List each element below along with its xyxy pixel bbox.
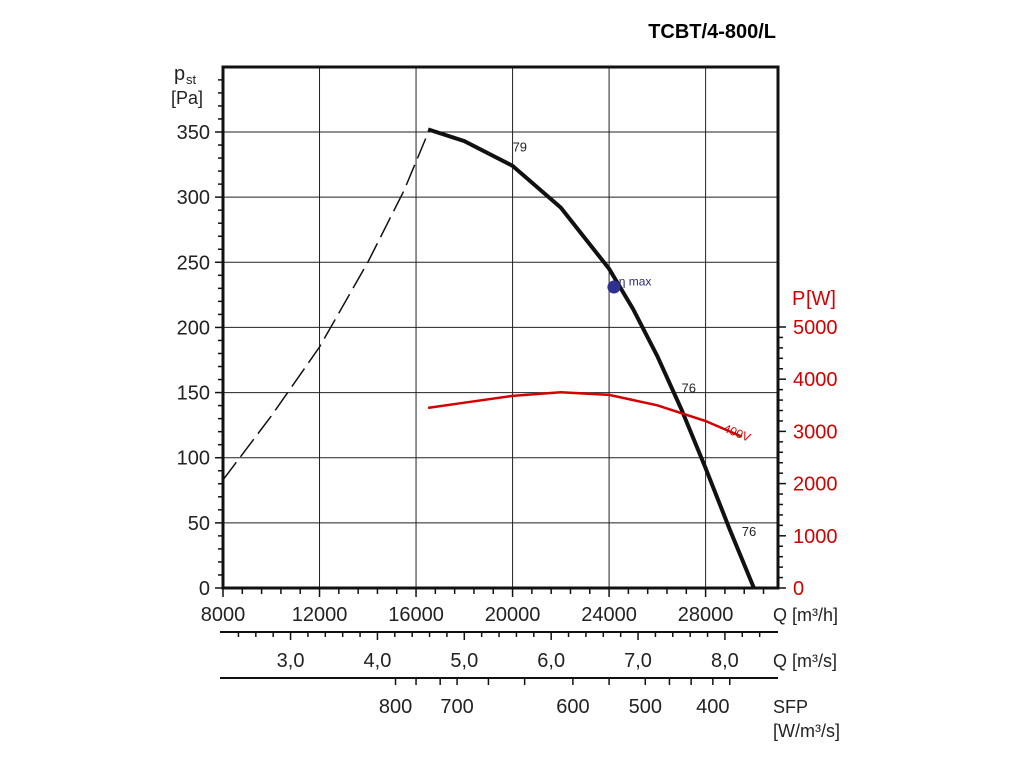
y2-tick-label: 3000 xyxy=(793,421,838,443)
x2-axis-label: Q [m³/s] xyxy=(773,651,837,671)
sfp-tick-label: 800 xyxy=(379,696,412,718)
curve-annotation: 79 xyxy=(513,140,527,155)
y-axis-subscript: st xyxy=(186,72,197,87)
y-tick-label: 100 xyxy=(177,448,210,470)
y2-axis-label: P xyxy=(792,288,805,310)
y-axis-label: p xyxy=(174,63,185,85)
x-tick-label: 8000 xyxy=(201,604,246,626)
y2-tick-label: 4000 xyxy=(793,369,838,391)
x-tick-label: 16000 xyxy=(388,604,444,626)
chart-labels: 0 50 100 150 200 250 300 350 p st[Pa] 0 1000 2000 300… xyxy=(171,63,840,741)
curve-annotation: 76 xyxy=(681,381,695,396)
x2-tick-label: 5,0 xyxy=(450,650,478,672)
y2-tick-label: 5000 xyxy=(793,317,838,339)
sfp-tick-label: 700 xyxy=(440,696,473,718)
y2-tick-label: 2000 xyxy=(793,474,838,496)
x-tick-label: 20000 xyxy=(485,604,541,626)
chart-grid xyxy=(223,67,778,588)
chart-axes xyxy=(215,65,786,685)
x2-tick-label: 3,0 xyxy=(277,650,305,672)
x-axis-label: Q [m³/h] xyxy=(773,605,838,625)
y-tick-label: 350 xyxy=(177,122,210,144)
x-tick-label: 12000 xyxy=(292,604,348,626)
chart-series xyxy=(222,127,756,589)
y-tick-label: 250 xyxy=(177,252,210,274)
sfp-axis-label: SFP xyxy=(773,697,808,717)
x2-tick-label: 7,0 xyxy=(624,650,652,672)
y-tick-label: 200 xyxy=(177,317,210,339)
x2-tick-label: 8,0 xyxy=(711,650,739,672)
sfp-tick-label: 500 xyxy=(629,696,662,718)
chart-title: TCBT/4-800/L xyxy=(648,21,776,43)
pressure-curve xyxy=(427,127,756,589)
curve-annotation: η max xyxy=(619,275,652,289)
sfp-axis-unit: [W/m³/s] xyxy=(773,721,840,741)
curve-annotation: 400V xyxy=(721,421,752,444)
x-tick-label: 24000 xyxy=(581,604,637,626)
unstable-region-curve xyxy=(222,138,427,481)
x2-tick-label: 6,0 xyxy=(537,650,565,672)
y-axis-unit: [Pa] xyxy=(171,88,203,108)
y2-axis-unit: [W] xyxy=(806,288,836,310)
y2-tick-label: 1000 xyxy=(793,526,838,548)
power-curve-400v xyxy=(427,391,743,438)
x2-tick-label: 4,0 xyxy=(364,650,392,672)
y-tick-label: 50 xyxy=(188,513,210,535)
y-tick-label: 150 xyxy=(177,383,210,405)
x-tick-label: 28000 xyxy=(678,604,734,626)
eta-max-point xyxy=(607,280,621,294)
sfp-tick-label: 600 xyxy=(556,696,589,718)
y-tick-label: 300 xyxy=(177,187,210,209)
y-tick-label: 0 xyxy=(199,578,210,600)
y2-tick-label: 0 xyxy=(793,578,804,600)
sfp-tick-label: 400 xyxy=(696,696,729,718)
curve-annotation: 76 xyxy=(742,524,756,539)
